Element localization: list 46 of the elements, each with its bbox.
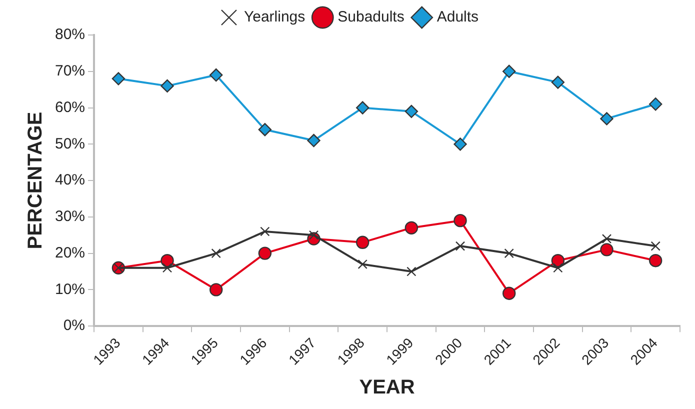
point <box>162 263 172 273</box>
point <box>600 243 614 256</box>
point <box>260 226 270 236</box>
point <box>504 248 514 258</box>
point <box>258 246 272 260</box>
point <box>600 112 614 126</box>
y-tick-label: 70% <box>54 62 86 80</box>
point <box>358 259 368 270</box>
point <box>602 234 612 244</box>
y-tick-label: 60% <box>54 98 86 116</box>
point <box>406 266 416 276</box>
point <box>502 286 516 300</box>
point <box>210 283 223 296</box>
point <box>160 254 174 268</box>
y-tick-label: 30% <box>54 208 86 226</box>
point <box>308 230 319 240</box>
y-tick-label: 80% <box>54 26 86 44</box>
y-tick-label: 50% <box>54 135 86 152</box>
point <box>502 64 516 78</box>
point <box>258 123 272 136</box>
point <box>553 263 563 273</box>
point <box>454 214 467 228</box>
y-tick-label: 10% <box>54 280 86 298</box>
legend-label: Adults <box>436 8 479 26</box>
point <box>211 248 221 258</box>
point <box>356 236 370 250</box>
point <box>454 138 467 151</box>
y-axis-title: PERCENTAGE <box>24 112 47 250</box>
point <box>648 254 662 268</box>
point <box>112 72 126 86</box>
point <box>404 104 418 118</box>
x-axis-title: YEAR <box>359 376 416 399</box>
point <box>455 241 466 251</box>
y-tick-label: 0% <box>63 317 86 334</box>
y-tick-label: 20% <box>54 244 86 262</box>
legend-label: Yearlings <box>244 8 306 26</box>
point <box>648 98 662 111</box>
y-tick-label: 40% <box>54 172 86 189</box>
point <box>551 76 565 89</box>
point <box>210 68 223 82</box>
point <box>356 101 370 114</box>
point <box>160 79 174 93</box>
legend-label: Subadults <box>338 8 404 26</box>
point <box>307 134 320 148</box>
point <box>650 241 660 251</box>
point <box>404 221 418 234</box>
